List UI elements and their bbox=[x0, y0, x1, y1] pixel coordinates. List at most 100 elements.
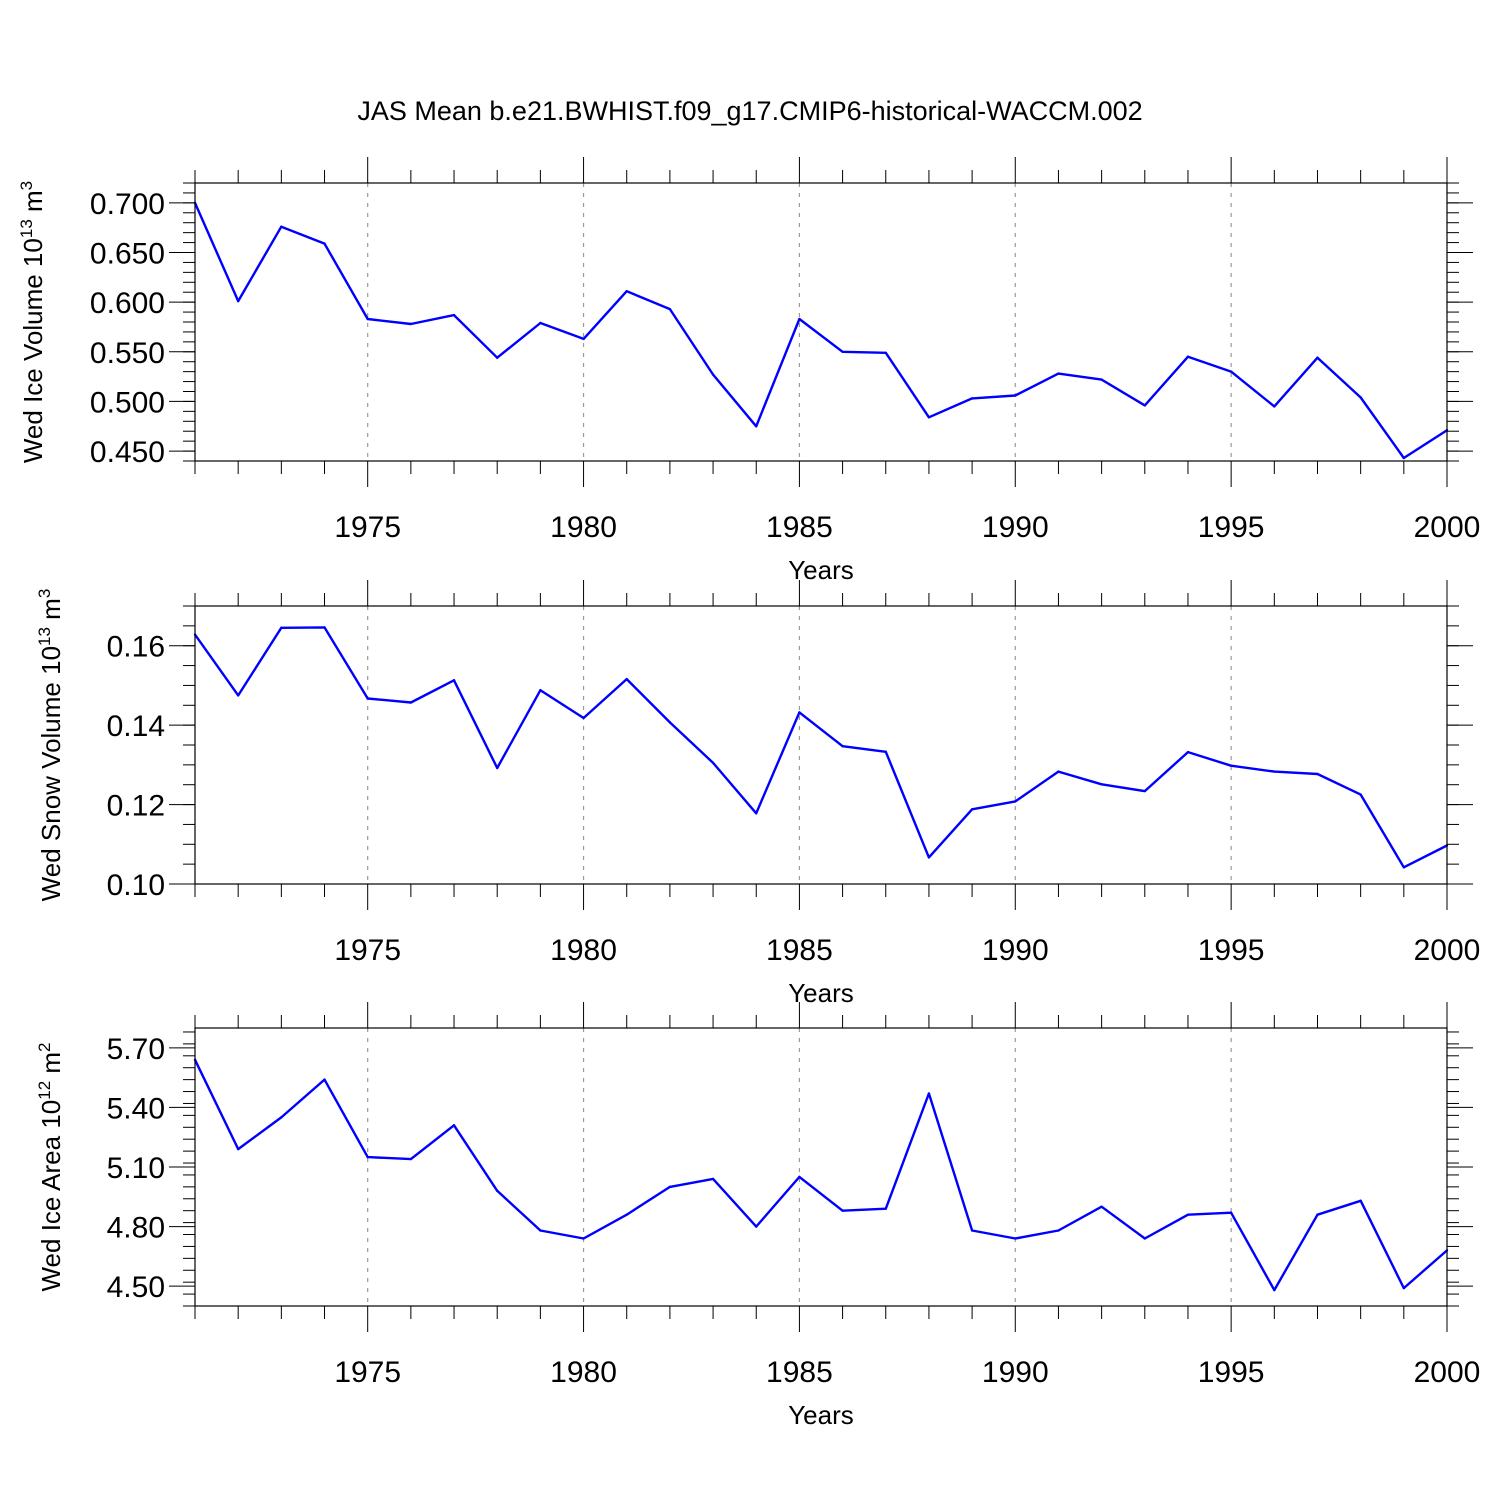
data-point bbox=[711, 1177, 715, 1181]
data-point bbox=[409, 322, 413, 326]
data-point bbox=[1229, 1211, 1233, 1214]
data-point bbox=[1273, 1288, 1276, 1292]
data-point bbox=[1359, 1199, 1362, 1202]
x-tick-label: 1980 bbox=[550, 1356, 617, 1389]
data-point bbox=[755, 425, 758, 428]
y-tick-label: 5.40 bbox=[107, 1092, 165, 1125]
data-point bbox=[1014, 394, 1017, 397]
data-point bbox=[884, 351, 887, 354]
y-axis-title-text: Wed Snow Volume 10 bbox=[36, 646, 66, 901]
data-point bbox=[1100, 1205, 1103, 1208]
x-tick-label: 2000 bbox=[1414, 1356, 1481, 1389]
x-axis-title: Years bbox=[788, 555, 854, 585]
y-axis-title: Wed Ice Area 1012 m2 bbox=[35, 1042, 66, 1291]
chart-panel-1: 0.450 0.500 0.550 0.600 0.650 0.700 1975 1980 19… bbox=[17, 157, 1480, 585]
x-tick-label: 1990 bbox=[982, 511, 1049, 544]
series-line bbox=[193, 1059, 1448, 1292]
data-point bbox=[711, 373, 715, 376]
y-axis-title-text: Wed Ice Area 10 bbox=[36, 1100, 66, 1292]
y-tick-label: 0.500 bbox=[90, 386, 165, 419]
data-point bbox=[409, 701, 413, 704]
x-tick-label: 1985 bbox=[766, 1356, 833, 1389]
data-point bbox=[970, 397, 974, 400]
y-axis-title-unit-exponent: 3 bbox=[17, 181, 36, 190]
data-point bbox=[798, 711, 801, 714]
data-point bbox=[1057, 770, 1060, 773]
data-point bbox=[668, 1185, 672, 1189]
data-point bbox=[755, 1225, 758, 1228]
data-point bbox=[323, 626, 326, 629]
chart-panel-2: 0.10 0.12 0.14 0.16 1975 1980 1985 1990 1995 2000… bbox=[35, 580, 1480, 1008]
y-axis-title-exponent: 13 bbox=[35, 627, 54, 646]
data-point bbox=[970, 808, 974, 811]
data-point bbox=[1359, 396, 1362, 399]
data-point bbox=[236, 299, 240, 303]
data-point bbox=[841, 350, 844, 353]
data-point bbox=[884, 1207, 887, 1210]
y-tick-label: 0.10 bbox=[107, 869, 165, 902]
plot-frame bbox=[194, 605, 1448, 885]
data-point bbox=[1402, 1286, 1406, 1290]
x-axis-title: Years bbox=[788, 978, 854, 1008]
data-point bbox=[539, 688, 542, 692]
plot-frame bbox=[194, 182, 1448, 462]
y-tick-label: 0.550 bbox=[90, 337, 165, 370]
y-axis-title-text: Wed Ice Volume 10 bbox=[18, 238, 48, 463]
data-point bbox=[668, 721, 672, 724]
y-tick-label: 0.16 bbox=[107, 631, 165, 664]
data-point bbox=[452, 313, 456, 317]
y-tick-label: 0.12 bbox=[107, 790, 165, 823]
x-tick-label: 1990 bbox=[982, 1356, 1049, 1389]
data-point bbox=[1402, 456, 1406, 460]
data-point bbox=[798, 317, 801, 321]
data-point bbox=[1186, 355, 1190, 358]
y-tick-label: 0.600 bbox=[90, 287, 165, 320]
y-tick-label: 5.10 bbox=[107, 1152, 165, 1185]
x-tick-label: 1975 bbox=[334, 511, 401, 544]
y-tick-label: 5.70 bbox=[107, 1033, 165, 1066]
y-axis-title-exponent: 12 bbox=[35, 1081, 54, 1100]
x-tick-label: 1995 bbox=[1198, 1356, 1265, 1389]
data-point bbox=[927, 856, 931, 859]
data-point bbox=[280, 225, 283, 228]
x-tick-label: 1995 bbox=[1198, 934, 1265, 967]
y-tick-label: 0.14 bbox=[107, 710, 165, 743]
data-point bbox=[1143, 404, 1146, 407]
x-tick-label: 1975 bbox=[334, 934, 401, 967]
y-axis-title-unit-exponent: 2 bbox=[35, 1042, 54, 1051]
y-tick-label: 4.50 bbox=[107, 1271, 165, 1304]
data-point bbox=[323, 242, 326, 245]
y-tick-label: 0.650 bbox=[90, 238, 165, 271]
x-tick-label: 1980 bbox=[550, 934, 617, 967]
x-tick-label: 1985 bbox=[766, 511, 833, 544]
x-tick-label: 1975 bbox=[334, 1356, 401, 1389]
data-point bbox=[366, 697, 369, 700]
chart-title: JAS Mean b.e21.BWHIST.f09_g17.CMIP6-hist… bbox=[357, 96, 1142, 126]
x-axis-title: Years bbox=[788, 1400, 854, 1430]
data-point bbox=[496, 766, 499, 770]
data-point bbox=[539, 321, 542, 325]
data-point bbox=[1273, 770, 1276, 773]
data-point bbox=[1186, 1213, 1190, 1216]
data-point bbox=[970, 1229, 974, 1232]
data-point bbox=[236, 694, 240, 697]
data-point bbox=[798, 1175, 801, 1179]
data-point bbox=[668, 307, 672, 311]
data-point bbox=[625, 1213, 628, 1216]
data-point bbox=[366, 317, 369, 321]
data-point bbox=[1229, 370, 1233, 373]
data-point bbox=[582, 1237, 585, 1240]
y-axis-title-unit: m bbox=[36, 1052, 66, 1081]
data-point bbox=[323, 1078, 326, 1081]
data-point bbox=[582, 337, 585, 341]
data-point bbox=[927, 1092, 931, 1095]
x-tick-label: 1995 bbox=[1198, 511, 1265, 544]
y-tick-label: 4.80 bbox=[107, 1212, 165, 1245]
data-point bbox=[1186, 750, 1190, 754]
data-point bbox=[496, 1189, 499, 1193]
data-point bbox=[841, 744, 844, 748]
data-point bbox=[1100, 783, 1103, 786]
data-point bbox=[1014, 1237, 1017, 1240]
data-point bbox=[927, 416, 931, 419]
